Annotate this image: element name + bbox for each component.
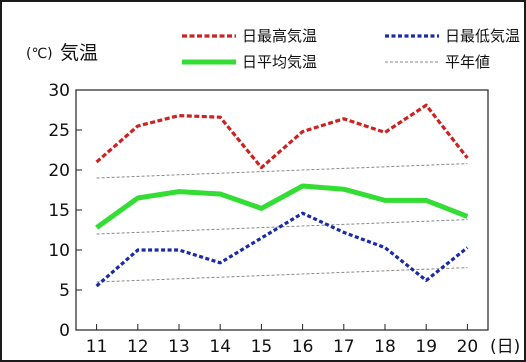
x-tick-label: 18 — [374, 337, 396, 357]
series-line-avg — [95, 183, 469, 230]
series-line-max — [95, 103, 469, 170]
x-unit-label: (日) — [490, 337, 520, 357]
x-tick-label: 16 — [292, 337, 314, 357]
series-line-normal-high — [96, 163, 468, 179]
x-tick-label: 19 — [415, 337, 437, 357]
series-line-min — [95, 211, 469, 288]
y-tick-label: 20 — [48, 161, 70, 181]
x-tick-label: 15 — [251, 337, 273, 357]
y-tick-label: 15 — [48, 201, 70, 221]
y-tick-label: 30 — [48, 81, 70, 101]
legend-item-avg-label: 日平均気温 — [242, 53, 317, 71]
y-axis-label: 気温 — [60, 42, 98, 64]
series-lines — [95, 103, 469, 288]
x-axis-ticks: 11 12 13 14 15 16 17 18 19 20 — [86, 324, 478, 357]
x-tick-label: 11 — [86, 337, 108, 357]
legend-item-max-label: 日最高気温 — [242, 27, 317, 45]
x-tick-label: 12 — [127, 337, 149, 357]
legend-item-min-label: 日最低気温 — [445, 27, 520, 45]
x-tick-label: 13 — [168, 337, 190, 357]
y-unit-label: (℃) — [26, 46, 53, 62]
y-tick-label: 10 — [48, 241, 70, 261]
x-tick-label: 14 — [209, 337, 231, 357]
y-tick-label: 25 — [48, 121, 70, 141]
legend-item-normal-label: 平年値 — [445, 53, 490, 71]
x-tick-label: 20 — [457, 337, 479, 357]
series-line-normal-low — [96, 267, 468, 283]
y-tick-label: 0 — [59, 321, 70, 341]
y-axis-ticks: 0 5 10 15 20 25 30 — [48, 81, 82, 341]
x-tick-label: 17 — [333, 337, 355, 357]
y-tick-label: 5 — [59, 281, 70, 301]
